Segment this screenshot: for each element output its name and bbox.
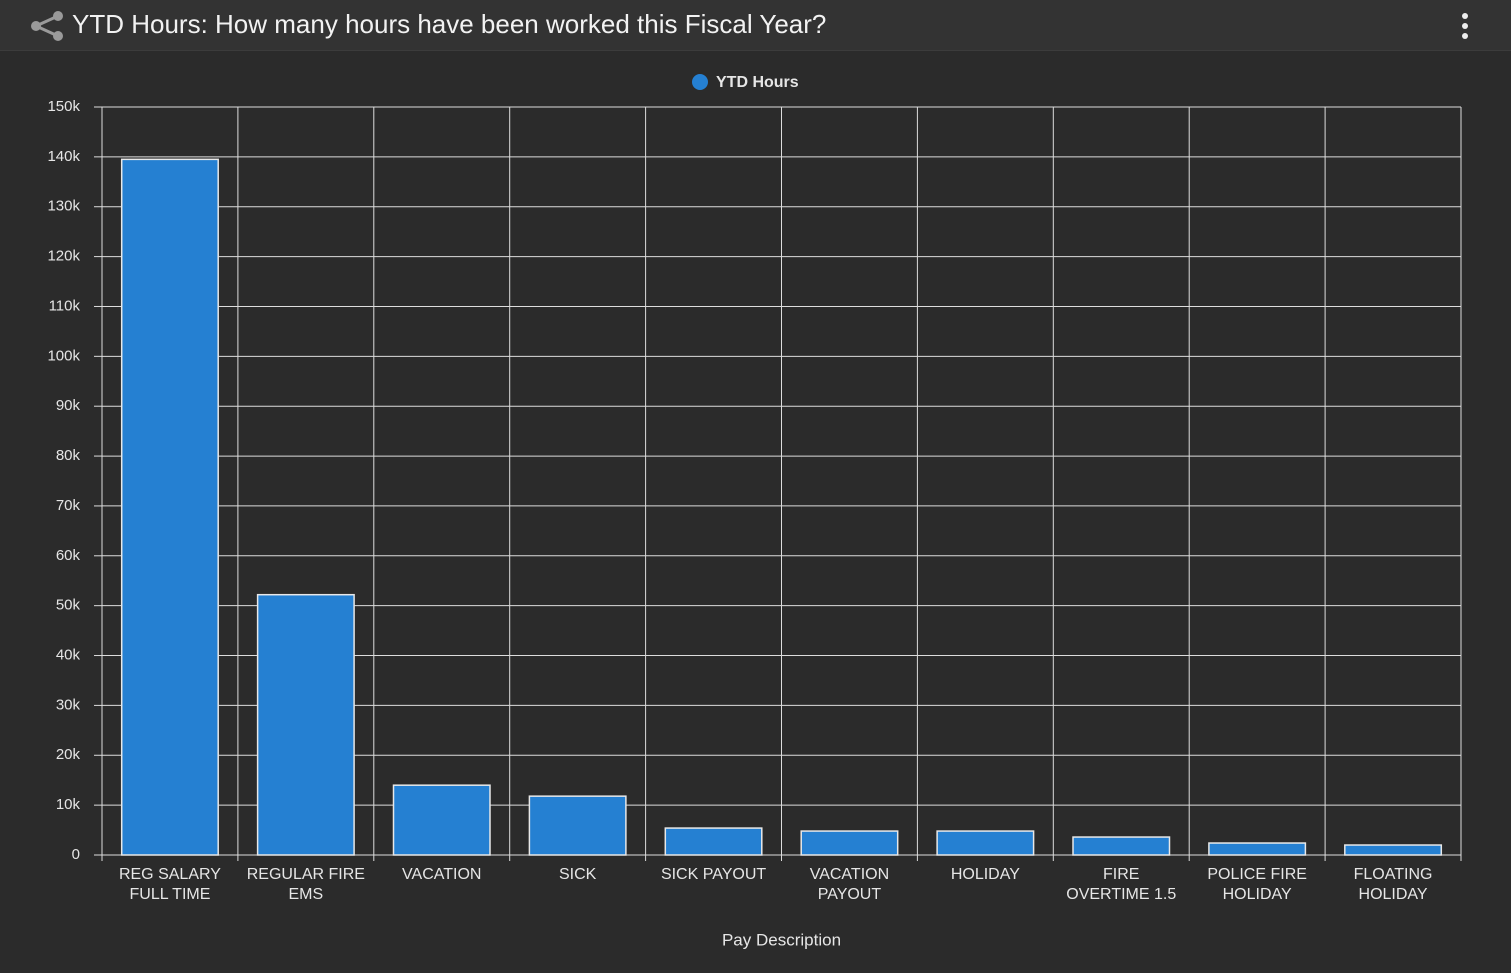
y-tick-label: 90k: [56, 397, 81, 414]
x-axis-label: Pay Description: [722, 930, 841, 949]
bar: [1344, 844, 1443, 856]
menu-button[interactable]: [1459, 11, 1471, 41]
bar: [120, 158, 219, 856]
y-tick-label: 110k: [49, 297, 81, 314]
y-tick-label: 30k: [56, 696, 81, 713]
y-tick-label: 20k: [56, 746, 81, 763]
y-tick-label: 50k: [56, 597, 81, 614]
x-tick-label: HOLIDAY: [950, 866, 1020, 883]
y-tick-label: 70k: [56, 497, 81, 514]
bar: [800, 830, 899, 856]
x-tick-label: POLICE FIRE HOLIDAY: [1207, 866, 1307, 903]
y-tick-label: 100k: [47, 347, 80, 364]
y-tick-label: 80k: [56, 447, 81, 464]
y-tick-label: 140k: [47, 148, 80, 165]
x-tick-label: SICK PAYOUT: [660, 866, 767, 883]
y-tick-label: 0: [72, 846, 80, 863]
panel-title: YTD Hours: How many hours have been work…: [72, 9, 827, 39]
bar: [528, 795, 627, 856]
bar: [1208, 842, 1307, 856]
x-tick-label: VACATION: [402, 866, 482, 883]
x-tick-label: SICK: [558, 866, 597, 883]
bar: [256, 593, 355, 856]
bar: [936, 830, 1035, 856]
y-tick-label: 10k: [56, 796, 81, 813]
bar: [664, 827, 763, 856]
panel-header: YTD Hours: How many hours have been work…: [0, 0, 1511, 51]
share-icon: [31, 11, 63, 41]
bar: [1072, 836, 1171, 856]
y-tick-label: 150k: [47, 98, 80, 115]
y-tick-label: 130k: [47, 198, 80, 215]
y-tick-label: 120k: [47, 248, 80, 265]
x-tick-label: REG SALARY FULL TIME: [118, 866, 221, 903]
legend-label: YTD Hours: [716, 74, 799, 91]
x-tick-label: VACATION PAYOUT: [809, 866, 890, 903]
y-tick-label: 40k: [56, 647, 81, 664]
x-tick-label: REGULAR FIRE EMS: [246, 866, 365, 903]
x-tick-label: FLOATING HOLIDAY: [1353, 866, 1433, 903]
x-tick-label: FIRE OVERTIME 1.5: [1066, 866, 1177, 903]
legend-swatch: [692, 74, 708, 90]
bar: [392, 784, 491, 856]
y-tick-label: 60k: [56, 547, 81, 564]
